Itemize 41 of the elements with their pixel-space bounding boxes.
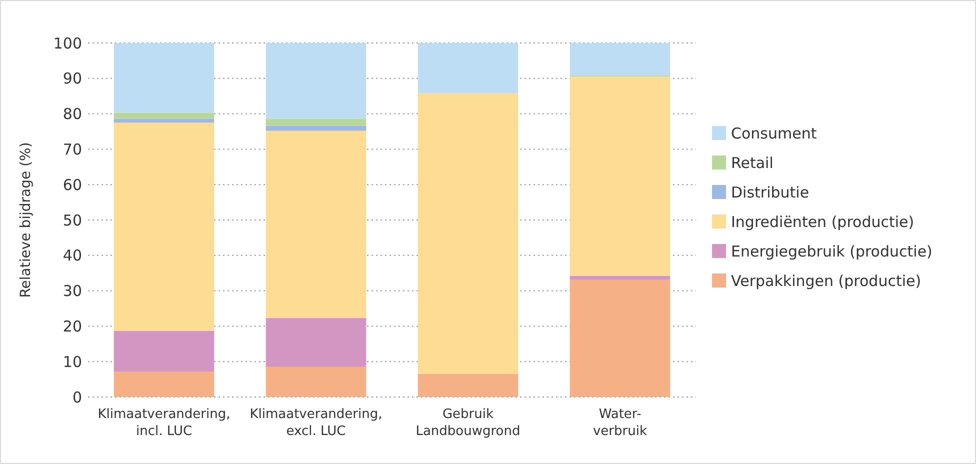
- y-tick-label: 0: [72, 388, 82, 406]
- legend-label: Energiegebruik (productie): [731, 242, 932, 260]
- y-tick-label: 70: [62, 140, 82, 158]
- bar: [570, 76, 670, 276]
- legend-label: Verpakkingen (productie): [731, 272, 922, 290]
- y-tick-label: 100: [53, 34, 82, 52]
- legend-label: Consument: [731, 124, 817, 142]
- bar: [570, 43, 670, 76]
- bar: [114, 372, 214, 397]
- bar: [266, 43, 366, 119]
- y-tick-label: 30: [62, 282, 82, 300]
- bar: [266, 118, 366, 126]
- bar: [266, 366, 366, 397]
- bar: [570, 276, 670, 280]
- legend-label: Distributie: [731, 183, 810, 202]
- y-tick-label: 50: [62, 211, 82, 230]
- y-axis-title: Relatieve bijdrage (%): [18, 142, 34, 298]
- y-tick-label: 20: [62, 317, 82, 336]
- bar: [114, 122, 214, 331]
- x-tick-label: Gebruik Landbouwgrond: [416, 407, 520, 439]
- bar: [266, 130, 366, 318]
- x-tick-label: Klimaatverandering, excl. LUC: [250, 407, 382, 439]
- y-tick-label: 10: [62, 352, 82, 371]
- bar: [418, 93, 518, 374]
- bar: [418, 43, 518, 94]
- x-tick-label: Water- verbruik: [592, 407, 648, 439]
- legend-label: Retail: [731, 154, 774, 172]
- legend-label: Ingrediënten (productie): [731, 212, 914, 231]
- x-tick-label: Klimaatverandering, incl. LUC: [98, 407, 230, 439]
- bar: [266, 318, 366, 367]
- bar: [114, 43, 214, 113]
- bar: [114, 112, 214, 119]
- bar: [418, 374, 518, 397]
- y-tick-label: 90: [62, 70, 82, 88]
- bar: [570, 280, 670, 397]
- bar: [266, 126, 366, 131]
- y-tick-label: 80: [62, 105, 82, 124]
- bar: [114, 118, 214, 123]
- y-tick-label: 40: [62, 246, 82, 265]
- y-tick-label: 60: [62, 176, 82, 194]
- bar: [114, 330, 214, 372]
